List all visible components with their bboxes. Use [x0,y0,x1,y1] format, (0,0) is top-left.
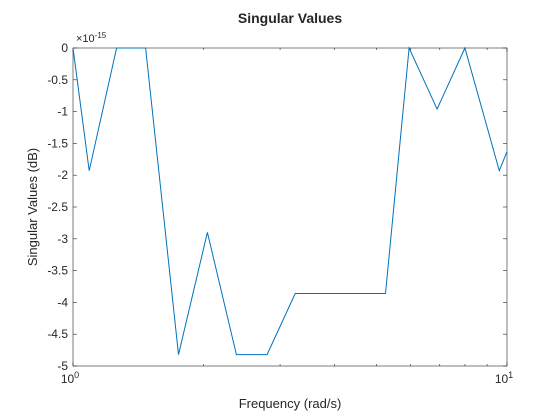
y-tick-label: -1.5 [47,136,68,150]
y-tick-label: -3.5 [47,264,68,278]
y-tick-label: -4 [57,295,68,309]
x-tick-label: 101 [495,370,513,386]
y-tick-label: -2.5 [47,200,68,214]
y-exponent-label: ×10-15 [76,31,107,45]
x-tick-label: 100 [61,370,79,386]
plot-area [72,47,508,367]
y-tick-label: -1 [57,105,68,119]
x-axis-label: Frequency (rad/s) [239,396,342,411]
y-tick-label: -4.5 [47,327,68,341]
y-tick-label: -5 [57,359,68,373]
y-tick-label: -0.5 [47,73,68,87]
chart-title: Singular Values [238,10,342,26]
series-line [72,46,508,356]
y-axis-label: Singular Values (dB) [25,148,40,266]
y-tick-label: 0 [61,41,68,55]
y-tick-label: -3 [57,232,68,246]
y-tick-label: -2 [57,168,68,182]
